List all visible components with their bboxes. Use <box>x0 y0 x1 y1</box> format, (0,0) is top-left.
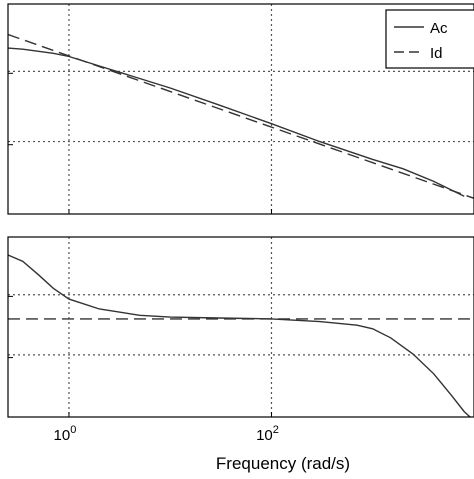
legend-id-label: Id <box>430 45 443 62</box>
panel-0-series-id-line <box>8 33 474 199</box>
panel-0-series-ac-line <box>8 47 465 197</box>
panel-0-axes-frame <box>7 3 474 215</box>
panel-1-axes-frame <box>7 236 474 418</box>
legend-box <box>385 9 474 69</box>
legend-ac-label: Ac <box>430 20 448 37</box>
x-axis-label: Frequency (rad/s) <box>216 454 350 473</box>
